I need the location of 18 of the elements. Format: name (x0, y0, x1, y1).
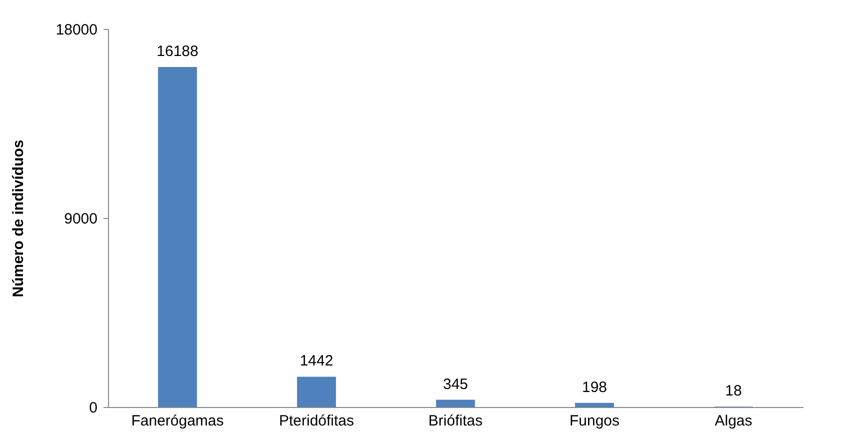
data-label: 18 (725, 382, 742, 400)
y-tick-label: 0 (89, 400, 98, 416)
y-tick-label: 18000 (56, 22, 98, 38)
data-label: 1442 (300, 352, 334, 370)
x-tick-label: Algas (714, 412, 752, 430)
bar (436, 400, 475, 407)
x-tick-label: Fanerógamas (131, 412, 224, 430)
x-tick-label: Briófitas (428, 412, 483, 430)
y-axis-title: Número de indivíduos (10, 140, 27, 298)
y-tick-label: 9000 (64, 210, 98, 228)
bar (158, 67, 197, 407)
x-tick-label: Fungos (569, 412, 620, 430)
data-label: 345 (442, 376, 468, 393)
data-label: 16188 (156, 43, 198, 60)
x-tick-label: Pteridófitas (278, 412, 354, 430)
bar (575, 402, 614, 407)
data-label: 198 (582, 378, 608, 396)
bar (297, 376, 336, 407)
